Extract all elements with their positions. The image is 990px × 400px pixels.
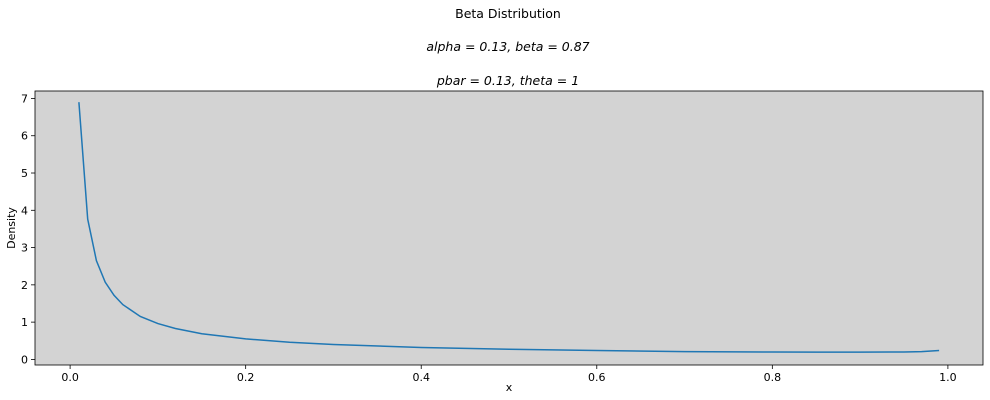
y-axis: 0 1 2 3 4 5 6 7 [21,92,35,366]
y-tick-label: 0 [21,353,28,366]
y-tick-label: 3 [21,242,28,255]
chart-subtitle-moments: pbar = 0.13, theta = 1 [436,73,580,88]
y-tick-label: 6 [21,130,28,143]
x-tick-label: 0.8 [764,371,782,384]
x-tick-label: 0.4 [412,371,430,384]
x-axis-label: x [506,381,513,394]
y-tick-label: 7 [21,92,28,105]
y-tick-label: 4 [21,204,28,217]
plot-frame [34,90,984,366]
x-tick-label: 0.6 [588,371,606,384]
x-tick-label: 0.2 [237,371,255,384]
y-axis-label: Density [5,207,18,249]
chart-subtitle-params: alpha = 0.13, beta = 0.87 [426,39,590,54]
chart-title: Beta Distribution [455,6,561,21]
plot-area [35,91,983,365]
density-line [78,102,940,353]
y-tick-label: 1 [21,316,28,329]
y-tick-label: 5 [21,167,28,180]
y-tick-label: 2 [21,279,28,292]
x-axis: 0.0 0.2 0.4 0.6 0.8 1.0 [61,365,957,384]
x-tick-label: 1.0 [939,371,957,384]
x-tick-label: 0.0 [61,371,79,384]
